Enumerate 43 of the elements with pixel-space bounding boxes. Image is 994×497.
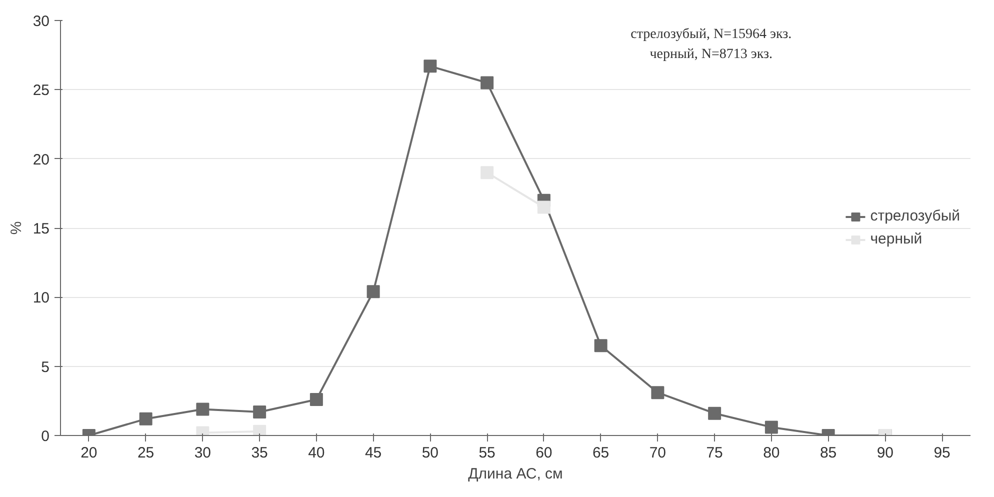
y-axis-title: % — [8, 221, 25, 235]
annotation: стрелозубый, N=15964 экз. — [630, 27, 792, 42]
y-tick-label: 10 — [32, 290, 50, 307]
legend-label: стрелозубый — [870, 208, 960, 224]
x-tick-label: 90 — [876, 444, 894, 462]
x-tick-label: 55 — [478, 444, 496, 462]
x-tick-label: 85 — [820, 444, 837, 462]
x-tick-label: 45 — [364, 444, 382, 462]
point — [708, 406, 722, 420]
point — [310, 393, 323, 406]
y-tick-label: 5 — [41, 358, 50, 376]
point — [424, 60, 437, 73]
point — [480, 166, 494, 180]
x-tick-label: 50 — [422, 444, 439, 462]
y-tick-label: 30 — [32, 13, 50, 30]
y-tick-label: 15 — [32, 220, 50, 238]
x-tick-label: 30 — [194, 444, 212, 462]
point — [139, 412, 152, 426]
point — [253, 405, 266, 418]
point — [253, 424, 266, 436]
x-tick-label: 40 — [308, 444, 325, 462]
point — [480, 76, 494, 90]
x-tick-label: 60 — [536, 444, 552, 462]
point — [651, 386, 664, 400]
x-axis-title: Длина АС, см — [468, 466, 563, 482]
y-tick-label: 25 — [32, 82, 50, 100]
x-tick-label: 75 — [706, 444, 723, 462]
y-tick-label: 20 — [32, 151, 50, 168]
x-tick-label: 80 — [763, 444, 780, 462]
legend-label: черный — [870, 230, 922, 248]
point — [366, 285, 380, 298]
annotation: черный, N=8713 экз. — [650, 47, 773, 62]
x-tick-label: 35 — [251, 444, 268, 462]
x-tick-label: 70 — [649, 444, 666, 462]
point — [594, 339, 608, 352]
x-tick-label: 65 — [592, 444, 610, 462]
x-tick-label: 25 — [137, 444, 154, 462]
point — [196, 402, 210, 416]
point — [764, 420, 778, 434]
point — [537, 200, 550, 214]
x-tick-label: 20 — [80, 444, 98, 462]
x-tick-label: 95 — [934, 444, 950, 462]
y-tick-label: 0 — [41, 428, 50, 445]
